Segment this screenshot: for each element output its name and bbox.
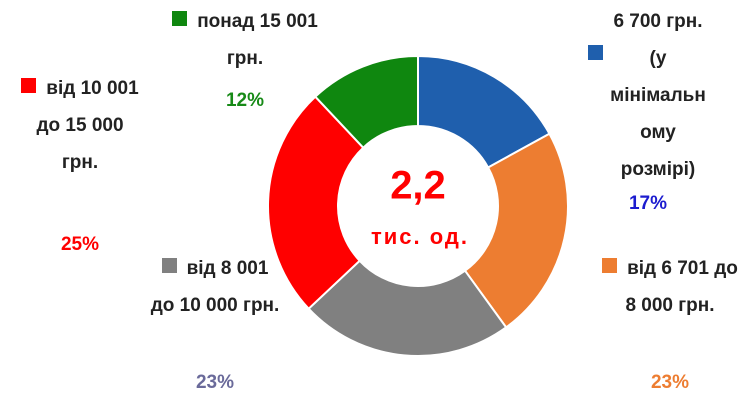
label-text: 6 700 грн. (у мінімальному розмірі) bbox=[610, 11, 706, 180]
percent-label: 12% bbox=[225, 90, 265, 111]
center-unit: тис. од. bbox=[371, 224, 469, 249]
slice-label: від 10 001 до 15 000 грн. bbox=[20, 70, 140, 181]
center-value: 2,2 bbox=[390, 164, 446, 208]
percent-label: 23% bbox=[650, 372, 690, 393]
percent-label: 23% bbox=[195, 372, 235, 393]
legend-marker bbox=[588, 45, 603, 60]
slice-label: понад 15 001 грн. bbox=[170, 3, 320, 77]
slice bbox=[463, 132, 569, 329]
percent-label: 17% bbox=[628, 193, 668, 214]
slice bbox=[313, 54, 419, 150]
slice-label: від 6 701 до 8 000 грн. bbox=[600, 250, 740, 324]
label-text: від 8 001 до 10 000 грн. bbox=[150, 258, 280, 316]
legend-marker bbox=[161, 258, 177, 273]
label-text: від 10 001 до 15 000 грн. bbox=[36, 78, 139, 173]
slice bbox=[307, 259, 508, 357]
legend-marker bbox=[602, 258, 618, 273]
slice-label: від 8 001 до 10 000 грн. bbox=[150, 250, 280, 324]
slice bbox=[267, 95, 365, 311]
legend-marker bbox=[21, 78, 37, 93]
label-text: від 6 701 до 8 000 грн. bbox=[625, 258, 738, 316]
legend-marker bbox=[172, 11, 188, 26]
percent-label: 25% bbox=[60, 234, 100, 255]
label-text: понад 15 001 грн. bbox=[197, 11, 318, 69]
slice-label: 6 700 грн. (у мінімальному розмірі) bbox=[588, 3, 708, 188]
